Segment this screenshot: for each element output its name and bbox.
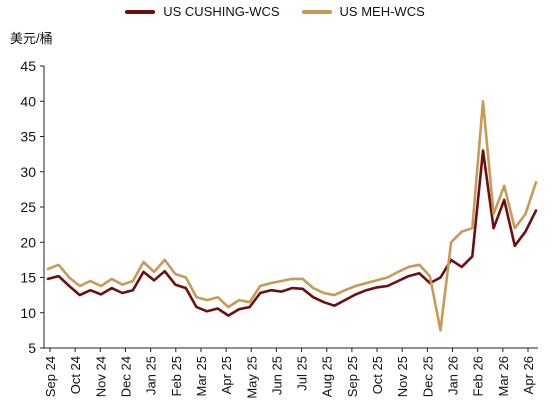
y-tick-label: 30 [20,164,36,180]
x-tick-label: Jun 25 [269,356,284,395]
legend-label-meh: US MEH-WCS [339,4,425,19]
x-tick-label: Apr 26 [521,356,536,394]
x-tick-label: Sep 24 [43,356,58,397]
x-tick-label: Jan 25 [144,356,159,395]
x-tick-label: Apr 25 [219,356,234,394]
legend-label-cushing: US CUSHING-WCS [163,4,280,19]
x-tick-label: Feb 25 [169,356,184,396]
y-tick-label: 25 [20,199,36,215]
y-tick-label: 15 [20,270,36,286]
axes: 5 10 15 20 25 30 35 40 45 Sep 24 Oct 24 Nov 24 Dec 2… [20,58,538,399]
x-tick-label: Aug 25 [320,356,335,397]
legend-item-meh: US MEH-WCS [301,4,425,19]
legend: US CUSHING-WCS US MEH-WCS [0,4,550,19]
x-tick-label: Oct 25 [370,356,385,394]
x-tick-label: Sep 25 [345,356,360,397]
x-tick-label: Mar 25 [194,356,209,396]
y-tick-label: 10 [20,305,36,321]
series-line-meh [46,100,538,332]
y-tick-label: 40 [20,93,36,109]
y-tick-label: 20 [20,234,36,250]
x-tick-label: Jan 26 [446,356,461,395]
y-tick-label: 45 [20,58,36,74]
legend-item-cushing: US CUSHING-WCS [125,4,280,19]
y-tick-label: 5 [28,340,36,356]
x-tick-label: Nov 24 [93,356,108,397]
series-layer [46,100,538,332]
x-tick-label: Oct 24 [68,356,83,394]
x-tick-label: Feb 26 [471,356,486,396]
y-axis-unit-label: 美元/桶 [10,31,53,46]
x-tick-label: Nov 25 [395,356,410,397]
x-tick-label: Dec 25 [420,356,435,397]
x-tick-label: Mar 26 [496,356,511,396]
legend-swatch-cushing [125,9,156,14]
legend-swatch-meh [301,9,332,14]
x-tick-label: Dec 24 [118,356,133,397]
series-line-cushing [46,149,538,317]
x-tick-label: May 25 [244,356,259,399]
y-tick-label: 35 [20,129,36,145]
x-tick-label: Jul 25 [295,356,310,391]
